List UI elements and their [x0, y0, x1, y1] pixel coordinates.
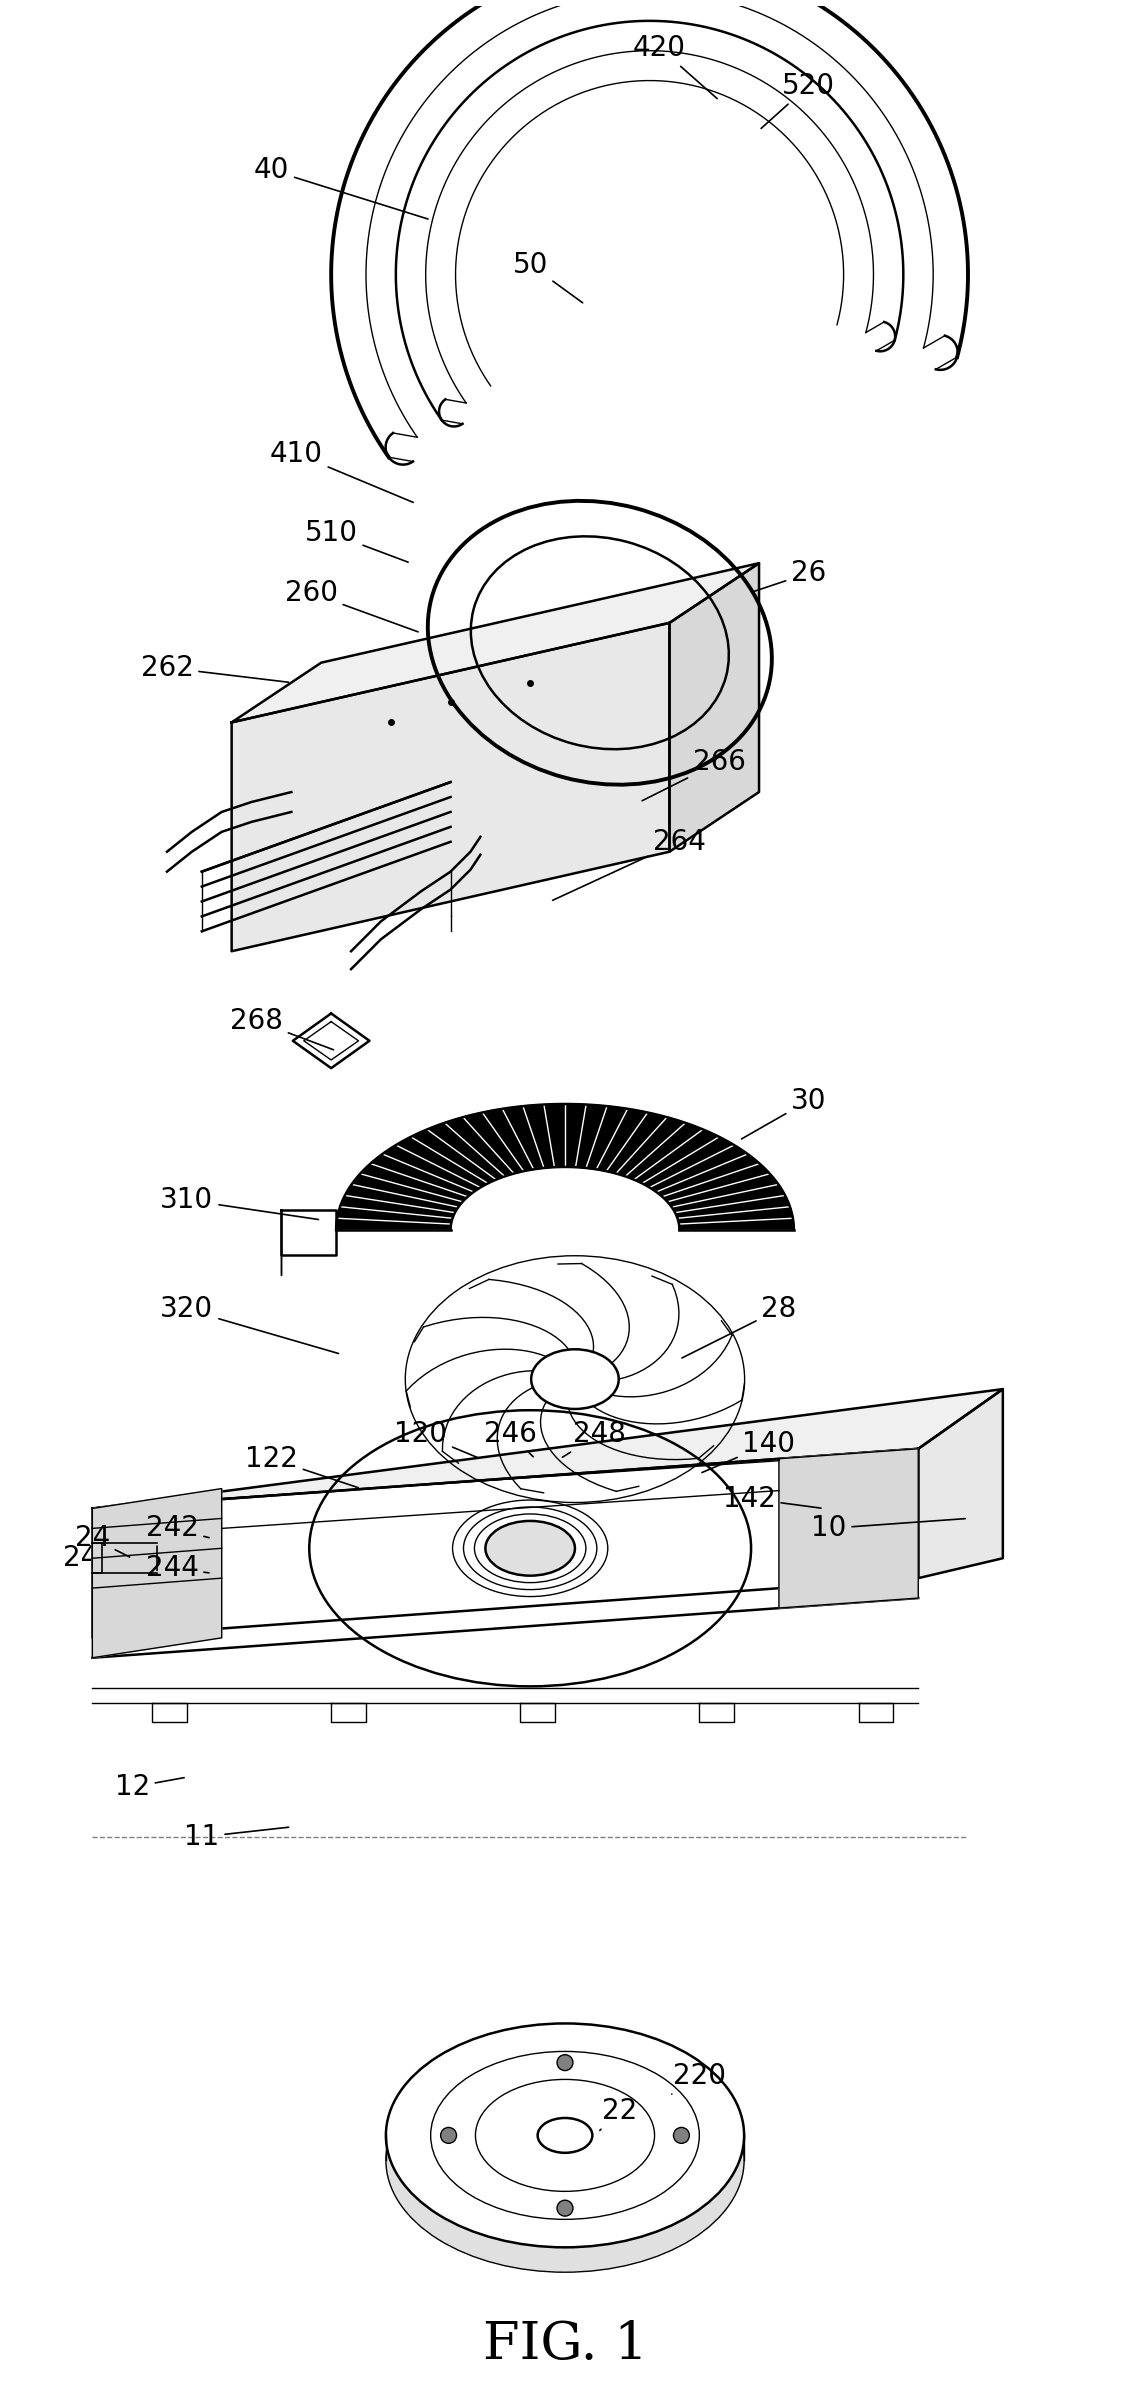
Circle shape: [557, 2199, 573, 2216]
Text: 26: 26: [751, 558, 826, 592]
Polygon shape: [93, 1388, 1002, 1509]
Polygon shape: [93, 1448, 919, 1638]
Text: 520: 520: [762, 72, 835, 128]
Text: 22: 22: [600, 2096, 637, 2129]
Polygon shape: [281, 1210, 336, 1256]
Ellipse shape: [538, 2117, 592, 2153]
Text: 268: 268: [231, 1006, 333, 1049]
Text: 11: 11: [184, 1824, 288, 1850]
Polygon shape: [919, 1388, 1002, 1578]
Text: 40: 40: [254, 156, 428, 219]
Polygon shape: [669, 563, 759, 852]
Text: 12: 12: [114, 1773, 184, 1802]
Text: 50: 50: [513, 250, 583, 303]
Circle shape: [557, 2055, 573, 2072]
Polygon shape: [93, 1489, 221, 1658]
Text: 264: 264: [553, 828, 706, 900]
Polygon shape: [232, 623, 669, 950]
Polygon shape: [336, 1104, 794, 1229]
Text: 120: 120: [394, 1420, 478, 1458]
Text: 28: 28: [681, 1294, 797, 1357]
Text: 140: 140: [702, 1429, 796, 1472]
Circle shape: [441, 2127, 457, 2144]
Text: 310: 310: [160, 1186, 319, 1220]
Text: 220: 220: [672, 2062, 725, 2093]
Text: 420: 420: [633, 34, 718, 99]
Text: 242: 242: [146, 1513, 209, 1542]
Text: 262: 262: [140, 654, 288, 683]
Text: 246: 246: [484, 1420, 537, 1456]
Text: 260: 260: [285, 580, 418, 633]
Text: 24: 24: [75, 1525, 130, 1557]
Text: FIG. 1: FIG. 1: [483, 2319, 647, 2370]
Circle shape: [673, 2127, 689, 2144]
Ellipse shape: [385, 2023, 745, 2247]
Text: 510: 510: [305, 520, 408, 563]
Text: 248: 248: [563, 1420, 626, 1458]
Text: 410: 410: [270, 440, 414, 503]
Ellipse shape: [486, 1521, 575, 1576]
Polygon shape: [293, 1013, 370, 1068]
Text: 320: 320: [160, 1294, 339, 1355]
Polygon shape: [232, 563, 759, 722]
Text: 244: 244: [146, 1554, 209, 1583]
Text: 142: 142: [723, 1485, 822, 1513]
Text: 122: 122: [245, 1444, 358, 1487]
Text: 10: 10: [811, 1513, 965, 1542]
Ellipse shape: [385, 2048, 745, 2271]
Text: 24: 24: [63, 1545, 98, 1571]
Text: 266: 266: [642, 748, 746, 801]
Ellipse shape: [531, 1350, 619, 1410]
Text: 30: 30: [741, 1088, 826, 1138]
Polygon shape: [779, 1448, 919, 1607]
